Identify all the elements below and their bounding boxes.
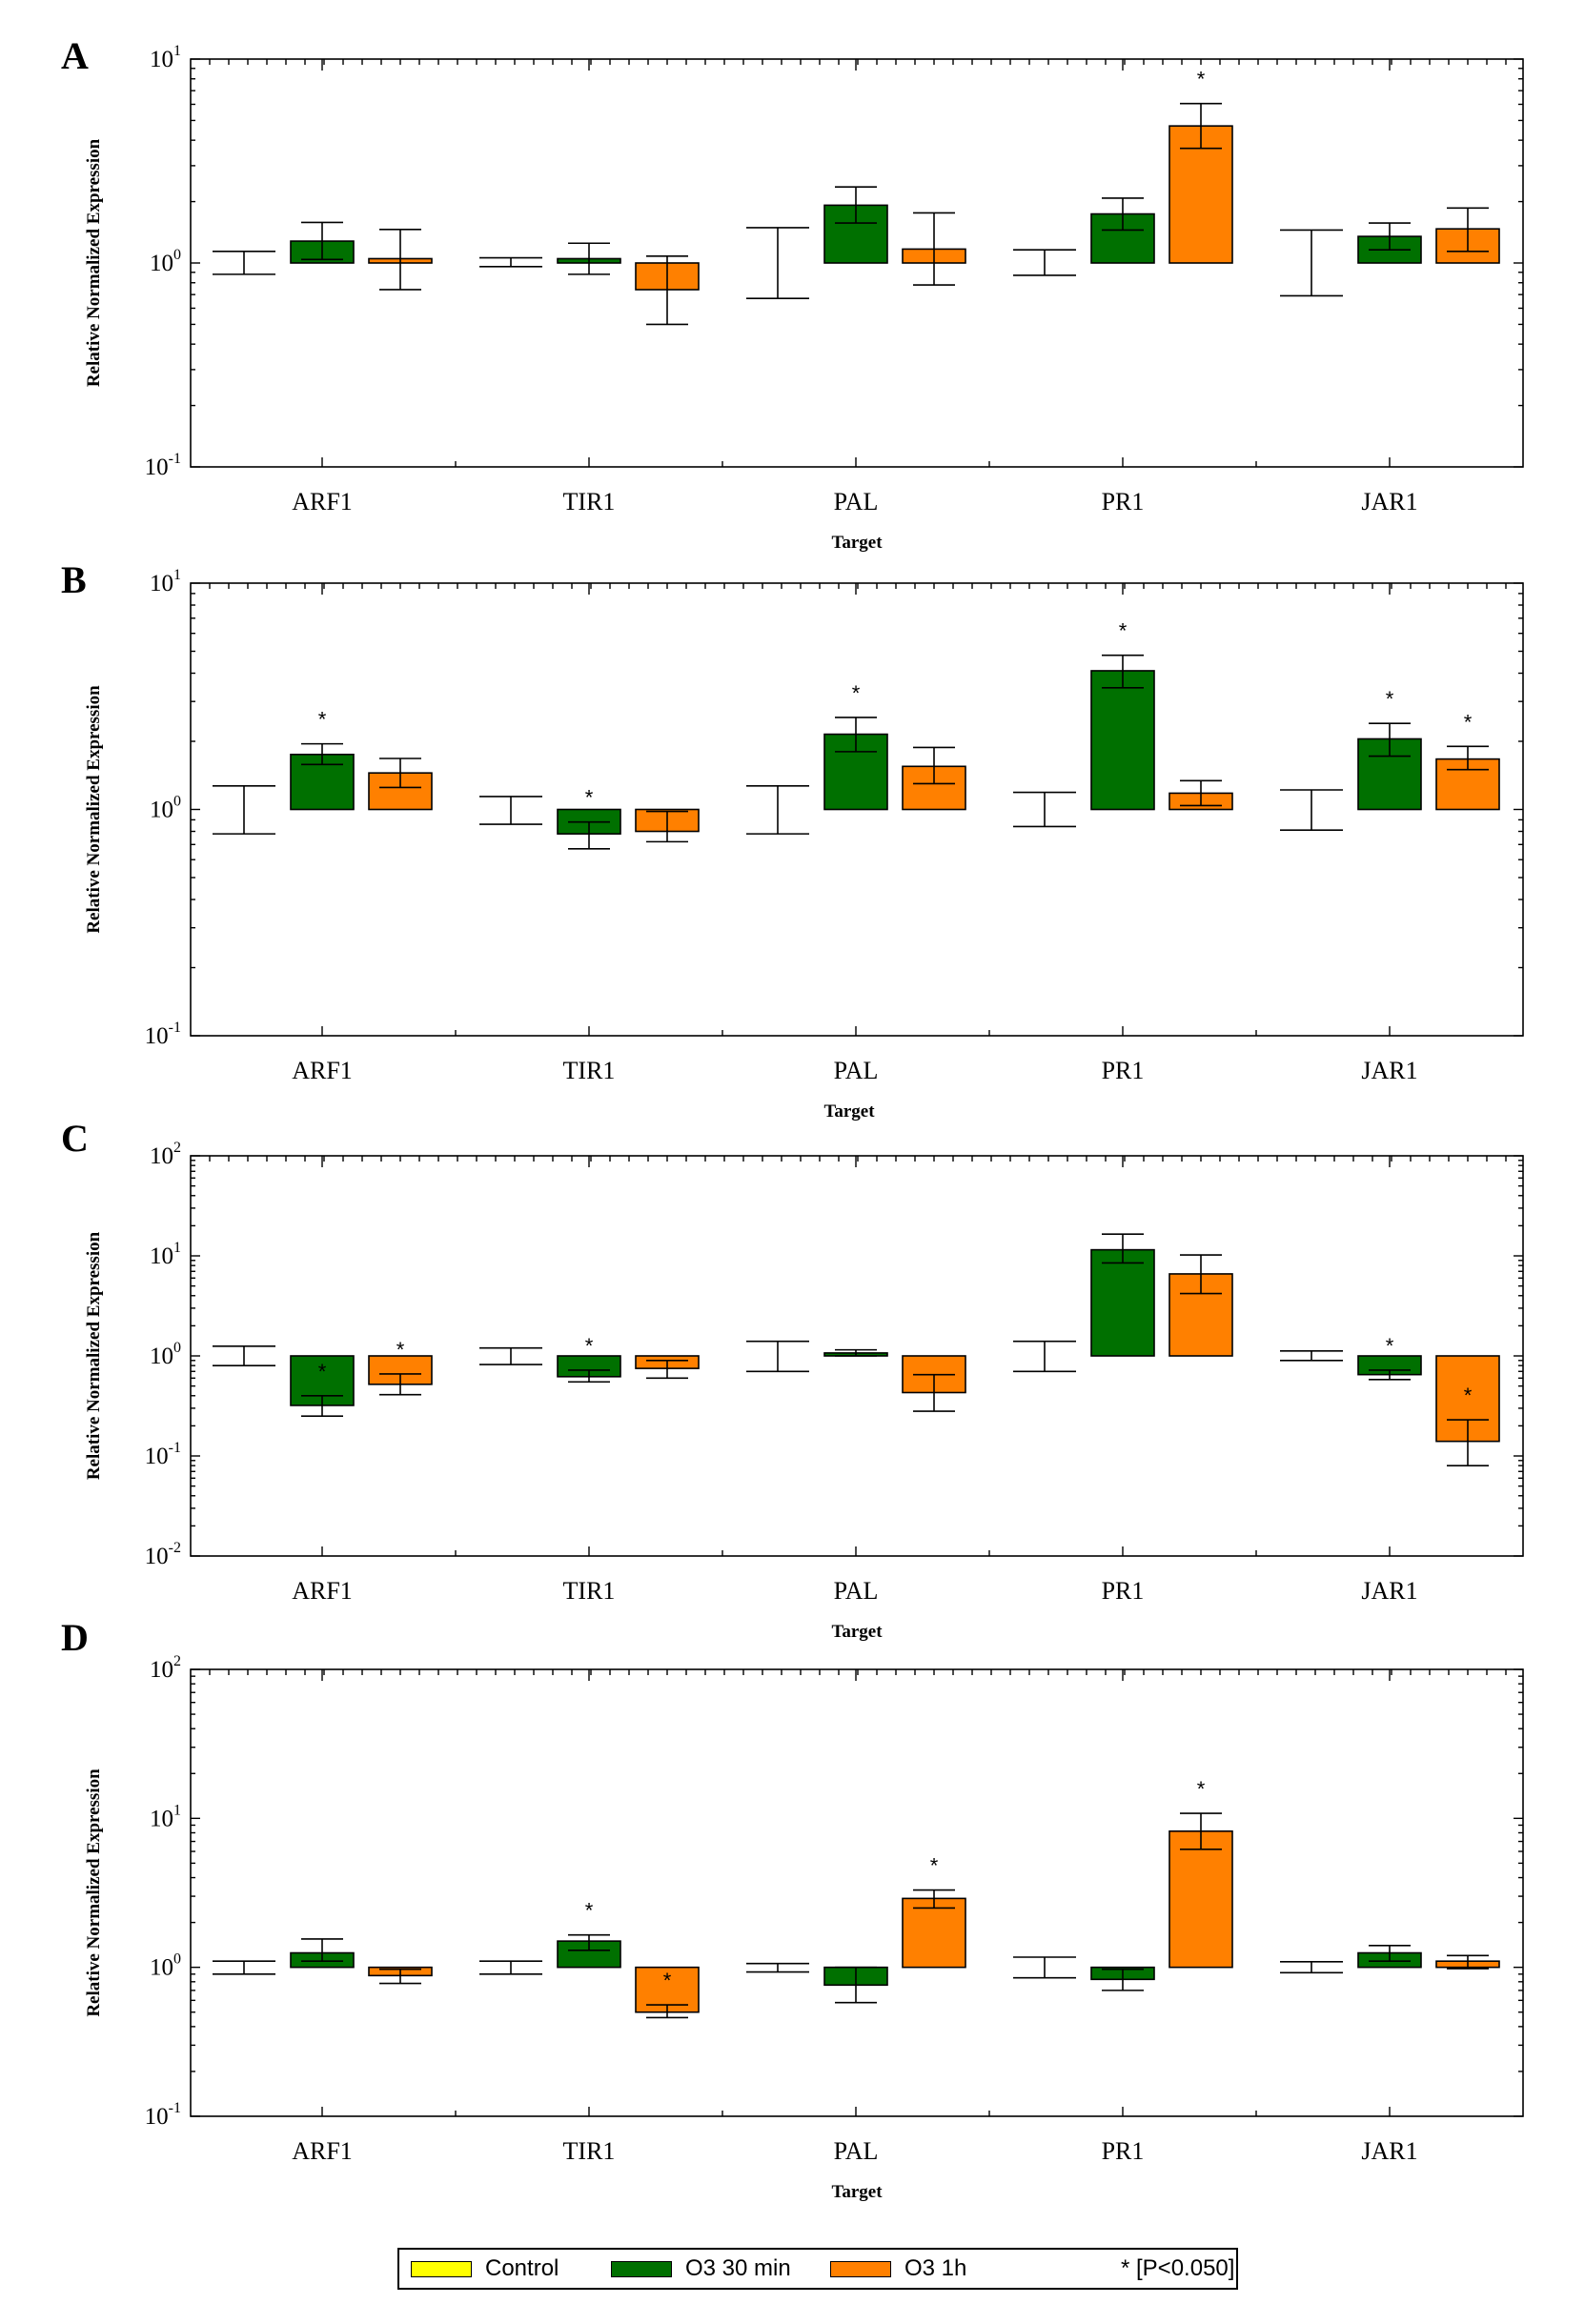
category-label-pal: PAL — [834, 488, 879, 515]
y-tick-label: 100 — [150, 1951, 181, 1981]
significance-star: * — [663, 1969, 672, 1992]
category-label-pal: PAL — [834, 1057, 879, 1084]
panel-d: D 10-1 100 101 102 ARF1 TIR1 PAL PR1 JAR1 Target Re… — [61, 1616, 1524, 2202]
bar-o3-1h-pr1 — [1168, 1830, 1233, 1969]
x-axis-label: Target — [831, 1622, 883, 1642]
panel-b: B 10-1 100 101 ARF1 TIR1 PAL PR1 JAR1 Target Relat… — [61, 558, 1524, 1122]
y-tick-label: 100 — [150, 794, 181, 823]
y-tick-label: 100 — [150, 247, 181, 276]
panel-letter: B — [61, 558, 87, 601]
legend-label-o3-30min: O3 30 min — [685, 2255, 791, 2281]
legend-significance-note: * [P<0.050] — [1121, 2250, 1234, 2288]
y-tick-label: 101 — [150, 1240, 181, 1269]
significance-star: * — [318, 1360, 327, 1384]
legend-swatch-control — [411, 2260, 472, 2277]
category-label-tir1: TIR1 — [563, 1577, 616, 1605]
significance-star: * — [318, 708, 327, 732]
legend-item-o3-1h: O3 1h — [830, 2250, 966, 2288]
y-tick-label: 10-1 — [145, 2100, 181, 2130]
significance-star: * — [585, 1899, 594, 1923]
category-label-pr1: PR1 — [1102, 488, 1145, 515]
y-tick-label: 101 — [150, 43, 181, 72]
category-label-pal: PAL — [834, 2137, 879, 2165]
x-axis-label: Target — [831, 533, 883, 553]
category-label-pal: PAL — [834, 1577, 879, 1605]
panel-a: A 10-1 100 101 ARF1 TIR1 PAL PR1 JAR1 Target Relat… — [61, 34, 1524, 553]
panel-letter: D — [61, 1616, 89, 1659]
legend-item-control: Control — [411, 2250, 559, 2288]
category-label-arf1: ARF1 — [292, 488, 353, 515]
category-label-jar1: JAR1 — [1361, 1577, 1417, 1605]
panel-letter: A — [61, 34, 89, 77]
y-tick-label: 102 — [150, 1140, 181, 1169]
y-tick-label: 10-2 — [145, 1540, 181, 1569]
category-label-pr1: PR1 — [1102, 2137, 1145, 2165]
category-label-jar1: JAR1 — [1361, 488, 1417, 515]
category-label-pr1: PR1 — [1102, 1057, 1145, 1084]
significance-star: * — [1197, 68, 1206, 91]
plot-frame — [190, 1668, 1524, 2117]
significance-star: * — [1197, 1777, 1206, 1801]
significance-star: * — [1464, 1384, 1473, 1407]
significance-star: * — [1464, 710, 1473, 734]
panel-letter: C — [61, 1117, 89, 1160]
significance-star: * — [1386, 687, 1394, 711]
x-axis-label: Target — [831, 2182, 883, 2202]
legend: Control O3 30 min O3 1h * [P<0.050] — [397, 2248, 1238, 2290]
category-label-arf1: ARF1 — [292, 1577, 353, 1605]
legend-swatch-o3-30min — [611, 2260, 672, 2277]
y-tick-label: 10-1 — [145, 1440, 181, 1469]
category-label-pr1: PR1 — [1102, 1577, 1145, 1605]
category-label-jar1: JAR1 — [1361, 1057, 1417, 1084]
panel-c: C 10-2 10-1 100 101 102 ARF1 TIR1 PAL PR1 JAR1 Targ… — [61, 1117, 1524, 1642]
x-axis-label: Target — [823, 1101, 875, 1122]
category-label-arf1: ARF1 — [292, 2137, 353, 2165]
legend-label-o3-1h: O3 1h — [904, 2255, 967, 2281]
y-tick-label: 101 — [150, 567, 181, 596]
y-tick-label: 10-1 — [145, 1020, 181, 1049]
category-label-tir1: TIR1 — [563, 2137, 616, 2165]
category-label-arf1: ARF1 — [292, 1057, 353, 1084]
category-label-tir1: TIR1 — [563, 488, 616, 515]
significance-star: * — [852, 681, 861, 705]
significance-star: * — [930, 1854, 939, 1878]
significance-star: * — [1119, 619, 1128, 643]
legend-label-control: Control — [485, 2255, 559, 2281]
category-label-jar1: JAR1 — [1361, 2137, 1417, 2165]
y-axis-label: Relative Normalized Expression — [84, 1768, 104, 2017]
legend-item-o3-30min: O3 30 min — [611, 2250, 791, 2288]
y-axis-label: Relative Normalized Expression — [84, 138, 104, 387]
significance-star: * — [585, 786, 594, 810]
bar-o3-30-min-pr1 — [1090, 670, 1155, 811]
legend-note-text: * [P<0.050] — [1121, 2255, 1235, 2281]
legend-swatch-o3-1h — [830, 2260, 891, 2277]
category-label-tir1: TIR1 — [563, 1057, 616, 1084]
y-tick-label: 102 — [150, 1653, 181, 1683]
significance-star: * — [396, 1338, 405, 1362]
y-tick-label: 101 — [150, 1802, 181, 1831]
y-tick-label: 100 — [150, 1340, 181, 1369]
bar-o3-30-min-pr1 — [1090, 1248, 1155, 1357]
significance-star: * — [1386, 1334, 1394, 1358]
bar-o3-1h-pal — [902, 1897, 966, 1969]
y-tick-label: 10-1 — [145, 451, 181, 480]
y-axis-label: Relative Normalized Expression — [84, 1231, 104, 1480]
significance-star: * — [585, 1334, 594, 1358]
y-axis-label: Relative Normalized Expression — [84, 685, 104, 934]
